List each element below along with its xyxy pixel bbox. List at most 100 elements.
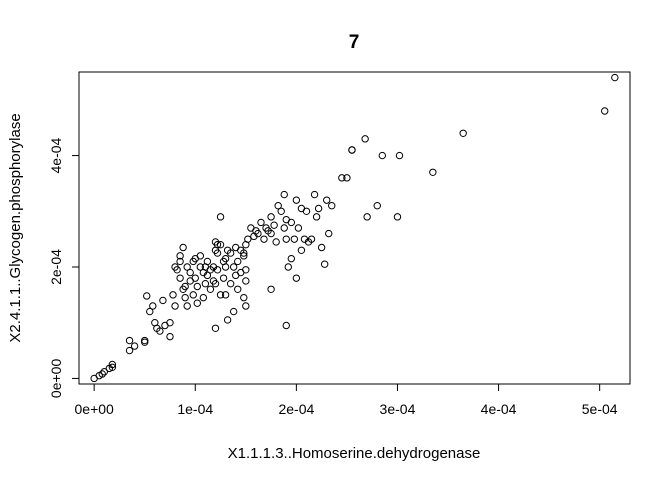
- data-point: [287, 254, 296, 263]
- data-point: [310, 190, 319, 199]
- y-tick-label: 0e+00: [48, 359, 64, 399]
- chart-title: 7: [349, 32, 360, 53]
- data-point: [216, 241, 225, 249]
- data-point: [146, 307, 154, 316]
- data-point: [343, 174, 351, 182]
- data-point: [287, 218, 296, 227]
- data-point: [221, 263, 230, 271]
- data-point: [226, 249, 235, 257]
- x-tick-label: 3e-04: [380, 401, 416, 417]
- data-point: [282, 321, 290, 330]
- x-tick-label: 0e+00: [75, 401, 115, 417]
- data-point: [173, 266, 181, 274]
- data-point: [176, 252, 184, 260]
- data-point: [240, 252, 248, 260]
- data-point: [601, 107, 609, 115]
- y-tick-label: 4e-04: [48, 137, 64, 173]
- x-tick-label: 4e-04: [481, 401, 517, 417]
- x-tick-label: 2e-04: [278, 401, 314, 417]
- plot-frame: [78, 71, 631, 385]
- data-point: [338, 174, 346, 182]
- data-point: [282, 235, 290, 243]
- data-point: [176, 274, 184, 282]
- data-point: [302, 207, 311, 215]
- data-point: [181, 293, 189, 302]
- data-point: [191, 274, 199, 282]
- y-axis: 0e+00 2e-04 4e-04: [48, 137, 80, 399]
- x-tick-label: 5e-04: [582, 401, 618, 417]
- data-point: [199, 293, 208, 302]
- data-point: [294, 224, 303, 232]
- data-point: [206, 285, 215, 293]
- data-point: [171, 302, 179, 310]
- data-point: [169, 291, 177, 299]
- data-point: [108, 363, 117, 371]
- data-point: [189, 291, 197, 299]
- data-point: [143, 292, 151, 300]
- data-point: [325, 229, 333, 238]
- data-point: [193, 299, 201, 307]
- data-point: [130, 342, 139, 350]
- data-point: [395, 151, 404, 160]
- data-point: [166, 319, 174, 327]
- data-point: [149, 302, 157, 310]
- data-point: [267, 213, 275, 221]
- data-point: [611, 73, 619, 82]
- data-point: [203, 271, 212, 280]
- data-point: [141, 336, 149, 345]
- data-point: [267, 229, 275, 238]
- data-point: [267, 285, 275, 293]
- data-point: [100, 368, 108, 376]
- data-point: [221, 254, 230, 263]
- data-point: [317, 243, 326, 252]
- data-point: [213, 266, 222, 274]
- data-point: [270, 221, 278, 229]
- data-point: [234, 257, 242, 266]
- data-point: [196, 252, 205, 260]
- data-point: [348, 146, 356, 154]
- data-point: [221, 291, 230, 299]
- data-points: [90, 73, 619, 383]
- x-axis-label: X1.1.1.3..Homoserine.dehydrogenase: [228, 445, 481, 462]
- data-point: [196, 263, 205, 271]
- data-point: [108, 360, 117, 369]
- data-point: [234, 285, 242, 293]
- data-point: [98, 370, 106, 378]
- data-point: [183, 302, 191, 310]
- data-point: [272, 238, 280, 246]
- data-point: [193, 282, 201, 291]
- data-point: [242, 302, 250, 310]
- data-point: [242, 266, 250, 274]
- data-point: [176, 257, 184, 266]
- data-point: [429, 168, 437, 176]
- data-point: [166, 332, 174, 341]
- data-point: [226, 280, 235, 288]
- data-point: [274, 202, 282, 210]
- data-point: [216, 291, 225, 299]
- data-point: [393, 213, 402, 221]
- data-point: [223, 316, 232, 324]
- data-point: [186, 268, 194, 277]
- data-point: [211, 280, 220, 288]
- data-point: [290, 235, 299, 243]
- x-axis: 0e+00 1e-04 2e-04 3e-04 4e-04 5e-04: [75, 383, 618, 417]
- data-point: [159, 296, 167, 305]
- data-point: [201, 280, 210, 288]
- data-point: [328, 202, 336, 210]
- data-point: [280, 190, 288, 199]
- data-point: [240, 293, 248, 302]
- data-point: [459, 129, 467, 137]
- y-axis-label: X2.4.1.1..Glycogen.phosphorylase: [7, 113, 24, 342]
- data-point: [216, 213, 225, 221]
- data-point: [314, 204, 323, 213]
- data-point: [257, 218, 265, 227]
- data-point: [320, 260, 329, 268]
- data-point: [297, 246, 306, 254]
- data-point: [211, 324, 220, 332]
- data-point: [203, 257, 212, 266]
- data-point: [211, 246, 220, 254]
- x-tick-label: 1e-04: [177, 401, 213, 417]
- data-point: [292, 196, 301, 204]
- data-point: [219, 274, 228, 282]
